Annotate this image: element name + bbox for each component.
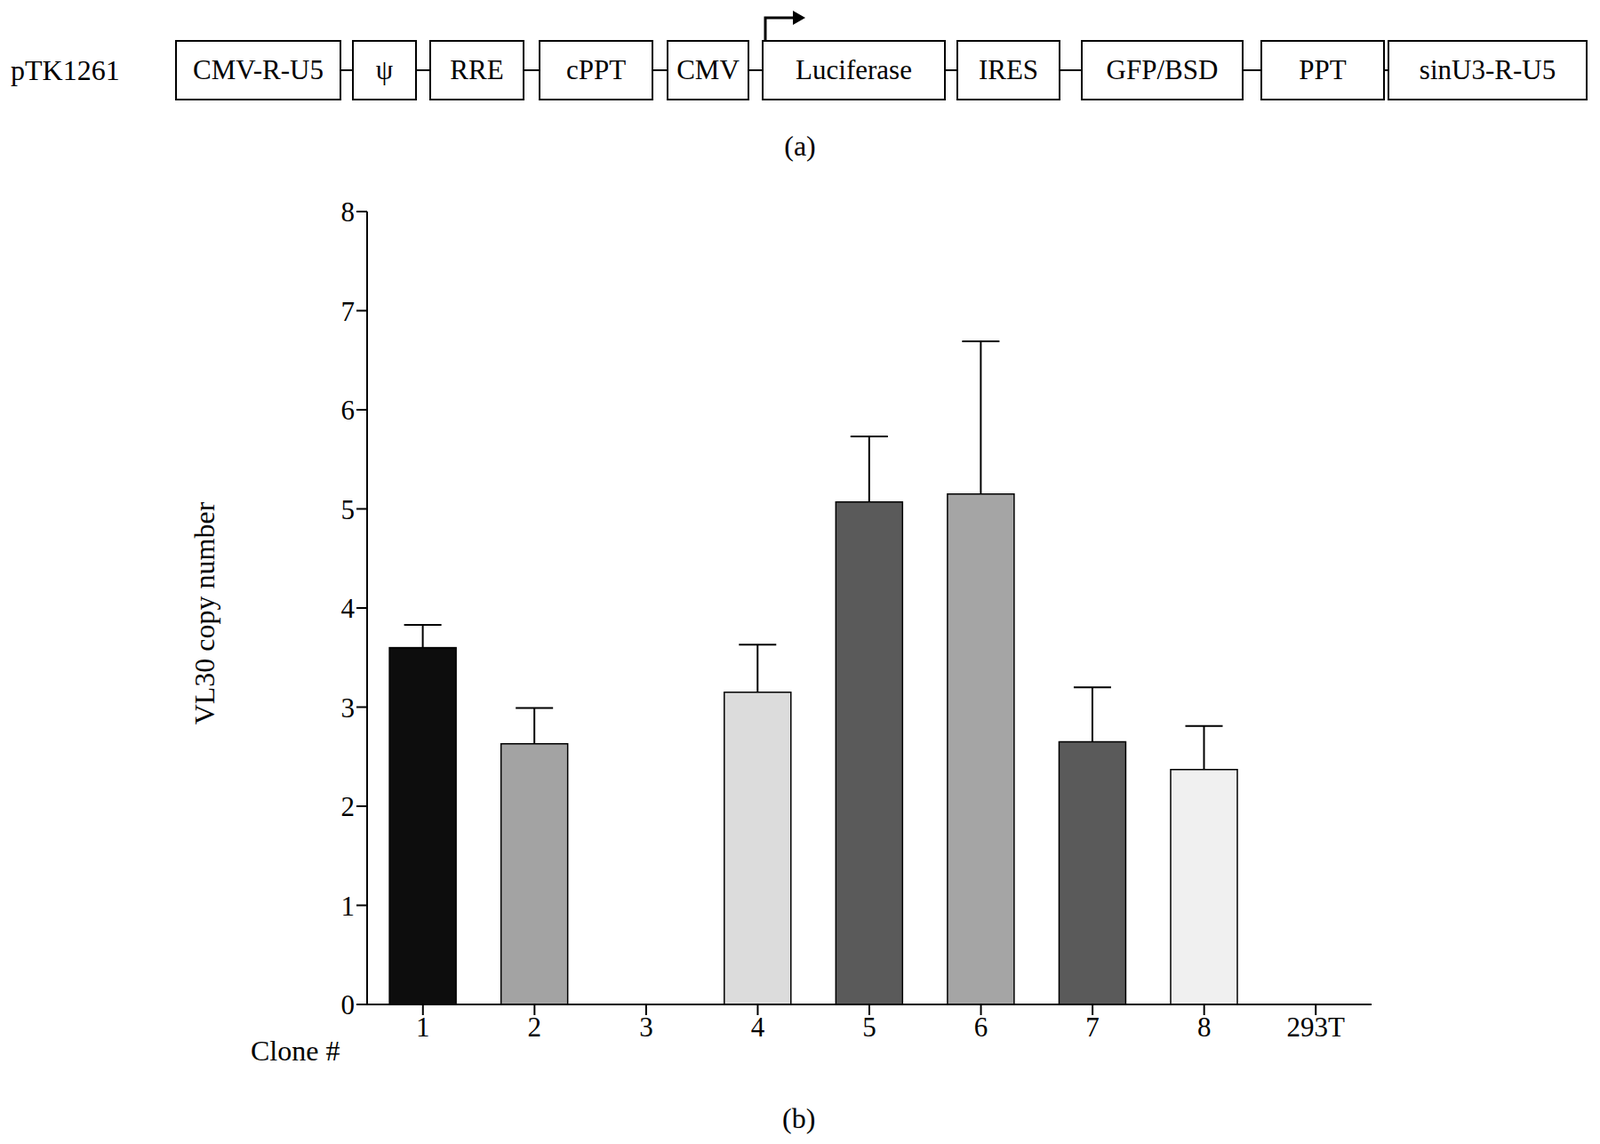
svg-text:RRE: RRE [449,54,504,86]
svg-text:6: 6 [974,1011,989,1043]
svg-text:ψ: ψ [376,54,394,86]
svg-text:Luciferase: Luciferase [795,54,912,86]
svg-text:3: 3 [639,1011,654,1043]
html-text:VL30 copy number: VL30 copy number [188,501,220,725]
svg-text:0: 0 [341,989,356,1021]
svg-text:CMV-R-U5: CMV-R-U5 [192,54,324,86]
svg-text:3: 3 [341,692,356,724]
svg-text:2: 2 [528,1011,543,1043]
svg-text:sinU3-R-U5: sinU3-R-U5 [1419,54,1556,86]
svg-text:8: 8 [1197,1011,1212,1043]
svg-text:GFP/BSD: GFP/BSD [1106,54,1219,86]
svg-text:6: 6 [341,394,356,426]
svg-text:293T: 293T [1287,1011,1346,1043]
svg-text:5: 5 [341,494,356,526]
svg-text:8: 8 [341,196,356,228]
svg-text:7: 7 [1085,1011,1100,1043]
svg-text:5: 5 [862,1011,877,1043]
svg-text:1: 1 [341,890,356,922]
svg-text:(a): (a) [784,129,816,162]
svg-text:cPPT: cPPT [566,54,626,86]
svg-text:pTK1261: pTK1261 [10,54,120,87]
svg-text:4: 4 [751,1011,766,1043]
svg-text:2: 2 [341,791,356,823]
html-text:(b): (b) [782,1102,816,1135]
svg-text:CMV: CMV [676,54,740,86]
svg-text:PPT: PPT [1298,54,1346,86]
svg-text:4: 4 [341,592,356,624]
svg-text:7: 7 [341,296,356,328]
html-text:Clone #: Clone # [250,1034,340,1067]
svg-text:IRES: IRES [978,54,1039,86]
svg-text:1: 1 [416,1011,431,1043]
